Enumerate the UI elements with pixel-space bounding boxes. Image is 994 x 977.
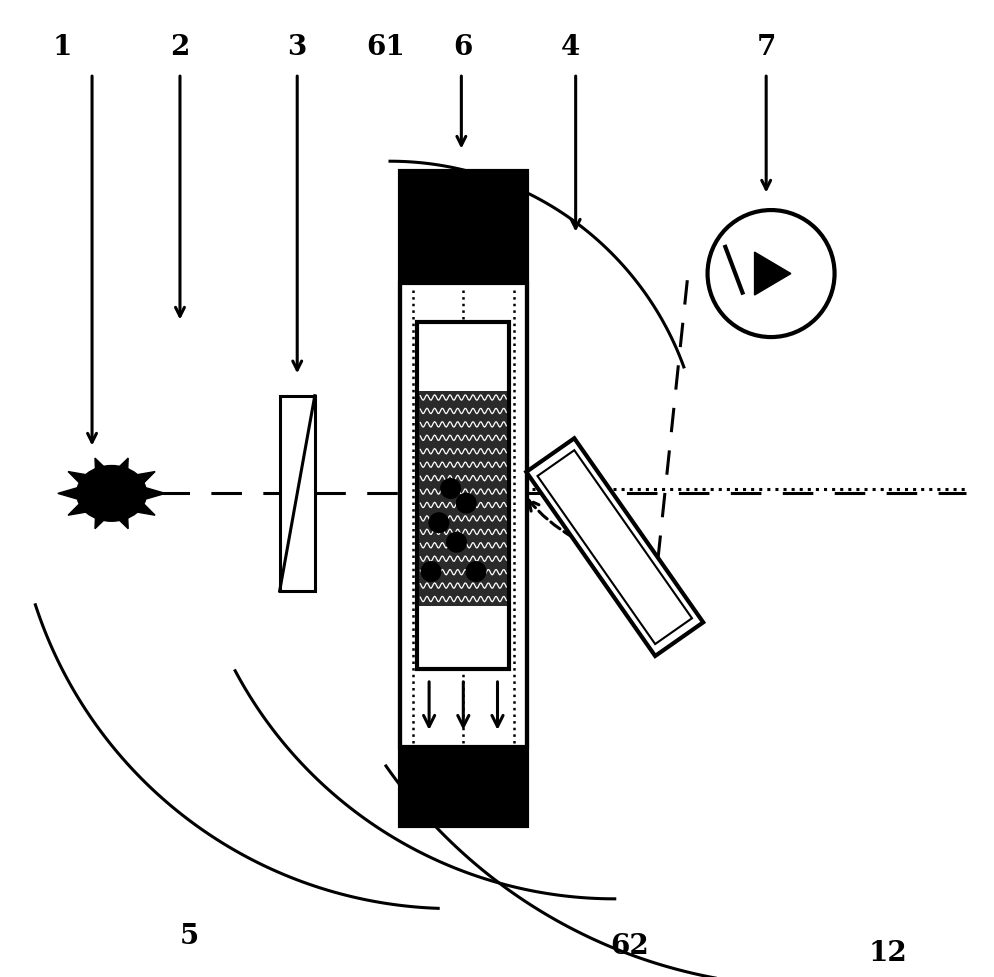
Circle shape [707, 210, 834, 337]
Text: 4: 4 [561, 34, 580, 62]
Circle shape [420, 562, 440, 581]
Polygon shape [138, 486, 165, 501]
Circle shape [466, 562, 485, 581]
Text: 61: 61 [366, 34, 405, 62]
Circle shape [446, 532, 466, 552]
Polygon shape [94, 509, 110, 529]
Polygon shape [753, 252, 790, 295]
Bar [400, 171, 526, 283]
Polygon shape [94, 458, 110, 478]
Circle shape [456, 493, 475, 513]
Text: 3: 3 [287, 34, 306, 62]
Polygon shape [58, 486, 84, 501]
Text: 62: 62 [609, 933, 648, 960]
Bar [400, 747, 526, 826]
Circle shape [440, 479, 460, 498]
Text: 6: 6 [453, 34, 472, 62]
Polygon shape [128, 472, 155, 488]
Text: 2: 2 [170, 34, 190, 62]
Polygon shape [526, 439, 703, 656]
Polygon shape [128, 498, 155, 515]
Bar [400, 171, 526, 826]
Text: 1: 1 [53, 34, 73, 62]
Bar [400, 283, 526, 747]
FancyBboxPatch shape [279, 396, 314, 591]
Bar [416, 322, 509, 669]
Text: 12: 12 [868, 940, 907, 967]
Circle shape [428, 513, 448, 532]
Polygon shape [68, 498, 94, 515]
Polygon shape [68, 472, 94, 488]
Text: 7: 7 [755, 34, 775, 62]
Ellipse shape [77, 466, 146, 522]
Bar [418, 391, 507, 606]
Polygon shape [112, 458, 128, 478]
Polygon shape [112, 509, 128, 529]
Text: 5: 5 [180, 923, 199, 951]
